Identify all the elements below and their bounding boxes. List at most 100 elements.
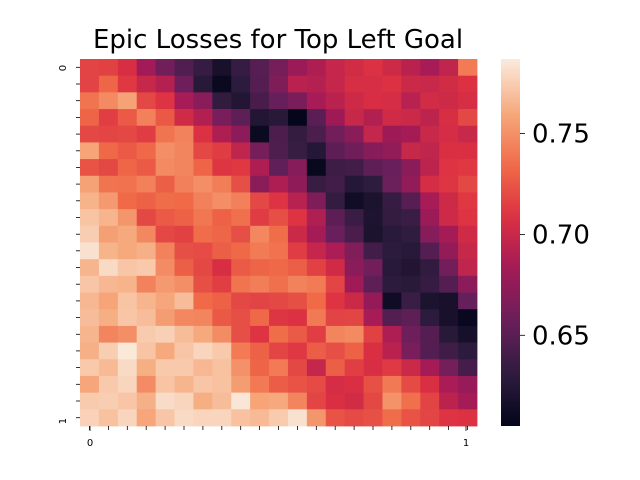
x-tick-label-0: 0 xyxy=(87,438,93,449)
heatmap-cell-r12-c5 xyxy=(174,259,194,277)
heatmap-cell-r13-c13 xyxy=(325,275,346,293)
heatmap-cell-r5-c19 xyxy=(439,142,459,160)
heatmap-cell-r9-c7 xyxy=(212,209,232,227)
heatmap-cell-r6-c14 xyxy=(344,159,364,177)
heatmap-cell-r18-c20 xyxy=(458,359,478,377)
heatmap-cell-r14-c4 xyxy=(155,292,175,310)
heatmap-cell-r0-c3 xyxy=(136,59,157,77)
heatmap-cell-r17-c0 xyxy=(80,342,100,360)
heatmap-cell-r18-c5 xyxy=(174,359,194,377)
heatmap-cell-r4-c6 xyxy=(193,125,213,143)
heatmap-cell-r21-c20 xyxy=(458,409,478,427)
heatmap-cell-r18-c7 xyxy=(212,359,232,377)
heatmap-cell-r20-c11 xyxy=(287,392,308,410)
heatmap-cell-r15-c9 xyxy=(250,309,270,327)
heatmap-cell-r8-c12 xyxy=(306,192,327,210)
heatmap-cell-r9-c12 xyxy=(306,209,327,227)
heatmap-cell-r11-c5 xyxy=(174,242,194,260)
heatmap-cell-r3-c10 xyxy=(269,109,289,127)
heatmap-cell-r13-c18 xyxy=(420,275,440,293)
heatmap-cell-r17-c3 xyxy=(136,342,157,360)
heatmap-cell-r18-c15 xyxy=(363,359,383,377)
heatmap-cell-r13-c2 xyxy=(117,275,138,293)
heatmap-cell-r6-c5 xyxy=(174,159,194,177)
heatmap-cell-r21-c3 xyxy=(136,409,157,427)
heatmap-cell-r13-c7 xyxy=(212,275,232,293)
heatmap-cell-r7-c18 xyxy=(420,175,440,193)
heatmap-cell-r0-c16 xyxy=(382,59,402,77)
heatmap-cell-r8-c7 xyxy=(212,192,232,210)
heatmap-cell-r10-c0 xyxy=(80,225,100,243)
heatmap-cell-r19-c15 xyxy=(363,375,383,394)
heatmap-cell-r21-c11 xyxy=(287,409,308,427)
heatmap-cell-r5-c10 xyxy=(269,142,289,160)
heatmap-cell-r4-c0 xyxy=(80,125,100,143)
heatmap-cell-r1-c6 xyxy=(193,75,213,93)
heatmap-cell-r7-c9 xyxy=(250,175,270,193)
chart-title: Epic Losses for Top Left Goal xyxy=(93,25,463,55)
heatmap-cell-r10-c7 xyxy=(212,225,232,243)
heatmap-cell-r21-c5 xyxy=(174,409,194,427)
heatmap-cell-r6-c3 xyxy=(136,159,157,177)
heatmap-cell-r5-c4 xyxy=(155,142,175,160)
heatmap-cell-r5-c11 xyxy=(287,142,308,160)
heatmap-cell-r11-c8 xyxy=(231,242,251,260)
heatmap-cell-r9-c10 xyxy=(269,209,289,227)
heatmap-cell-r5-c17 xyxy=(401,142,421,160)
heatmap-cell-r20-c16 xyxy=(382,392,402,410)
heatmap-cell-r8-c1 xyxy=(98,192,119,210)
heatmap-cell-r15-c20 xyxy=(458,309,478,327)
heatmap-cell-r5-c1 xyxy=(98,142,119,160)
heatmap-cell-r7-c8 xyxy=(231,175,251,193)
heatmap-cell-r9-c11 xyxy=(287,209,308,227)
heatmap-cell-r5-c16 xyxy=(382,142,402,160)
heatmap-cell-r6-c12 xyxy=(306,159,327,177)
heatmap-cell-r6-c13 xyxy=(325,159,346,177)
heatmap-cell-r6-c11 xyxy=(287,159,308,177)
heatmap-cell-r2-c3 xyxy=(136,92,157,110)
heatmap-cell-r5-c0 xyxy=(80,142,100,160)
heatmap-cell-r10-c20 xyxy=(458,225,478,243)
heatmap-cell-r8-c16 xyxy=(382,192,402,210)
heatmap-cell-r14-c11 xyxy=(287,292,308,310)
heatmap-cell-r9-c17 xyxy=(401,209,421,227)
heatmap-cell-r10-c6 xyxy=(193,225,213,243)
heatmap-cell-r13-c16 xyxy=(382,275,402,293)
heatmap-cell-r17-c16 xyxy=(382,342,402,360)
heatmap-cell-r21-c0 xyxy=(80,409,100,427)
heatmap-cell-r16-c15 xyxy=(363,325,383,343)
heatmap-cell-r8-c20 xyxy=(458,192,478,210)
heatmap-cell-r14-c6 xyxy=(193,292,213,310)
heatmap-cell-r19-c6 xyxy=(193,375,213,394)
heatmap-cell-r21-c10 xyxy=(269,409,289,427)
heatmap-cell-r21-c13 xyxy=(325,409,346,427)
heatmap-cell-r19-c20 xyxy=(458,375,478,394)
heatmap-cell-r20-c9 xyxy=(250,392,270,410)
heatmap-cell-r10-c13 xyxy=(325,225,346,243)
heatmap-cell-r0-c12 xyxy=(306,59,327,77)
heatmap-cell-r7-c20 xyxy=(458,175,478,193)
heatmap-cell-r3-c17 xyxy=(401,109,421,127)
heatmap-cell-r6-c15 xyxy=(363,159,383,177)
heatmap-cell-r11-c13 xyxy=(325,242,346,260)
heatmap-cell-r12-c15 xyxy=(363,259,383,277)
heatmap-cell-r8-c18 xyxy=(420,192,440,210)
heatmap-cell-r3-c20 xyxy=(458,109,478,127)
heatmap-cell-r8-c15 xyxy=(363,192,383,210)
heatmap-cell-r2-c15 xyxy=(363,92,383,110)
heatmap-cell-r21-c12 xyxy=(306,409,327,427)
heatmap-cell-r4-c8 xyxy=(231,125,251,143)
heatmap-cell-r10-c2 xyxy=(117,225,138,243)
heatmap-cell-r3-c4 xyxy=(155,109,175,127)
heatmap-cell-r3-c1 xyxy=(98,109,119,127)
heatmap-cell-r6-c6 xyxy=(193,159,213,177)
heatmap-cell-r3-c8 xyxy=(231,109,251,127)
heatmap-cell-r4-c9 xyxy=(250,125,270,143)
heatmap-cell-r9-c3 xyxy=(136,209,157,227)
heatmap-cell-r21-c8 xyxy=(231,409,251,427)
heatmap-cell-r19-c1 xyxy=(98,375,119,394)
heatmap-cell-r13-c14 xyxy=(344,275,364,293)
colorbar-ticks: 0.65 0.70 0.75 xyxy=(520,120,590,351)
heatmap-cell-r20-c10 xyxy=(269,392,289,410)
heatmap-cell-r18-c19 xyxy=(439,359,459,377)
